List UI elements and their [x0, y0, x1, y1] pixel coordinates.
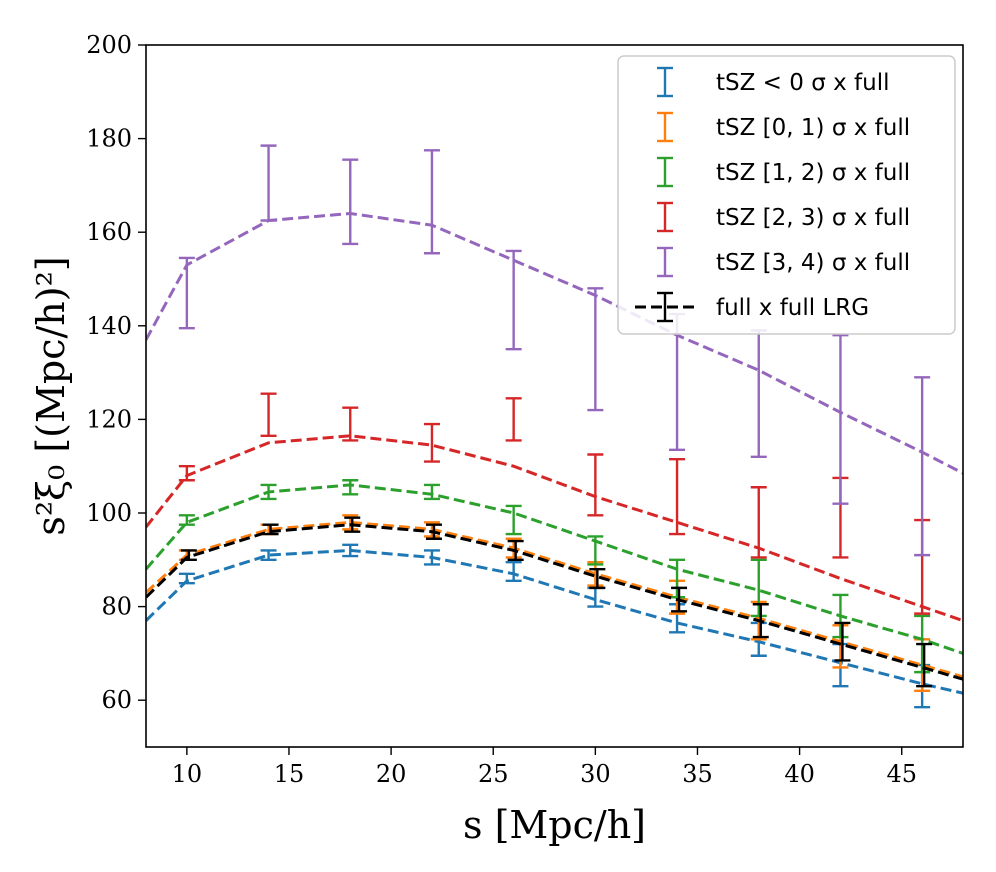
errorbar-full-x-full-lrg-22: [425, 523, 442, 540]
x-tick-label-10: 10: [172, 760, 203, 788]
x-tick-label-30: 30: [580, 760, 611, 788]
errorbar-tsz-3-4-x-full-42: [832, 333, 849, 505]
legend-box: [617, 55, 956, 335]
errorbar-tsz-1-2-x-full-42: [832, 593, 849, 639]
errorbar-full-x-full-lrg-18: [344, 516, 361, 533]
model-line-full-x-full-lrg: [146, 523, 963, 681]
y-tick-label-180: 180: [86, 125, 132, 153]
model-line-tsz-1-2-x-full: [146, 483, 963, 655]
y-tick-label-60: 60: [101, 686, 132, 714]
errorbar-tsz-0-x-full-10: [178, 572, 195, 585]
plot-area: [146, 144, 963, 709]
errorbar-full-x-full-lrg-34: [671, 586, 688, 613]
series-full-x-full-lrg: [146, 516, 963, 688]
errorbar-full-x-full-lrg-46: [916, 642, 933, 688]
y-tick-label-160: 160: [86, 218, 132, 246]
errorbar-full-x-full-lrg-42: [834, 621, 851, 662]
legend-item-tsz-0-1-x-full: tSZ [0, 1) σ x full: [657, 111, 910, 143]
legend-label-tsz-0-1-x-full: tSZ [0, 1) σ x full: [716, 115, 910, 141]
errorbar-tsz-3-4-x-full-38: [750, 329, 767, 459]
model-line-tsz-3-4-x-full: [146, 211, 963, 475]
y-tick-label-120: 120: [86, 405, 132, 433]
model-line-tsz-0-x-full: [146, 548, 963, 695]
legend-item-tsz-1-2-x-full: tSZ [1, 2) σ x full: [657, 156, 910, 188]
errorbar-full-x-full-lrg-38: [752, 603, 769, 639]
errorbar-tsz-3-4-x-full-18: [342, 158, 359, 246]
legend-label-tsz-2-3-x-full: tSZ [2, 3) σ x full: [716, 205, 910, 231]
x-axis-label: s [Mpc/h]: [463, 803, 646, 847]
errorbar-tsz-2-3-x-full-18: [342, 406, 359, 442]
legend: tSZ < 0 σ x full tSZ [0, 1) σ x full tSZ […: [617, 55, 956, 335]
x-tick-label-15: 15: [274, 760, 305, 788]
errorbar-tsz-1-2-x-full-10: [178, 514, 195, 526]
x-tick-label-40: 40: [784, 760, 815, 788]
errorbar-tsz-3-4-x-full-26: [505, 249, 522, 351]
errorbar-tsz-1-2-x-full-14: [260, 483, 277, 501]
errorbar-tsz-0-x-full-22: [423, 549, 440, 566]
legend-label-full-x-full-lrg: full x full LRG: [716, 295, 869, 321]
errorbar-tsz-0-x-full-18: [342, 543, 359, 558]
errorbar-tsz-1-2-x-full-22: [423, 483, 440, 501]
plot-frame: [145, 44, 964, 748]
errorbar-tsz-2-3-x-full-30: [587, 453, 604, 517]
errorbar-tsz-1-2-x-full-18: [342, 479, 359, 496]
y-tick-label-100: 100: [86, 499, 132, 527]
series-tsz-1-2-x-full: [146, 479, 963, 674]
errorbar-tsz-0-x-full-26: [505, 560, 522, 583]
errorbar-tsz-2-3-x-full-26: [505, 397, 522, 442]
errorbar-tsz-3-4-x-full-30: [587, 287, 604, 412]
errorbar-full-x-full-lrg-26: [507, 539, 524, 561]
errorbar-tsz-1-2-x-full-30: [587, 535, 604, 566]
legend-item-tsz-2-3-x-full: tSZ [2, 3) σ x full: [657, 201, 910, 233]
errorbar-tsz-3-4-x-full-10: [178, 256, 195, 330]
y-axis-label: s²ξ₀ [(Mpc/h)²]: [29, 256, 73, 535]
y-tick-label-200: 200: [86, 31, 132, 59]
y-tick-label-140: 140: [86, 312, 132, 340]
x-tick-label-35: 35: [682, 760, 713, 788]
errorbar-tsz-1-2-x-full-34: [669, 558, 686, 599]
legend-item-tsz-3-4-x-full: tSZ [3, 4) σ x full: [657, 246, 910, 278]
errorbar-tsz-3-4-x-full-22: [423, 149, 440, 255]
errorbar-full-x-full-lrg-14: [262, 523, 279, 536]
series-tsz-2-3-x-full: [146, 392, 963, 623]
legend-label-tsz-0-x-full: tSZ < 0 σ x full: [716, 70, 889, 96]
model-line-tsz-0-1-x-full: [146, 520, 963, 679]
errorbar-tsz-2-3-x-full-38: [750, 486, 767, 559]
legend-label-tsz-3-4-x-full: tSZ [3, 4) σ x full: [716, 250, 910, 276]
legend-label-tsz-1-2-x-full: tSZ [1, 2) σ x full: [716, 160, 910, 186]
errorbar-full-x-full-lrg-30: [589, 567, 606, 590]
errorbar-tsz-3-4-x-full-46: [914, 376, 931, 557]
y-tick-label-80: 80: [101, 593, 132, 621]
legend-item-full-x-full-lrg: full x full LRG: [635, 291, 869, 323]
x-tick-label-20: 20: [376, 760, 407, 788]
legend-item-tsz-0-x-full: tSZ < 0 σ x full: [657, 66, 889, 98]
errorbar-tsz-2-3-x-full-22: [423, 422, 440, 463]
errorbar-tsz-2-3-x-full-34: [669, 457, 686, 536]
errorbar-tsz-1-2-x-full-26: [505, 504, 522, 536]
x-tick-label-25: 25: [478, 760, 509, 788]
series-tsz-0-x-full: [146, 543, 963, 709]
errorbar-tsz-2-3-x-full-14: [260, 392, 277, 437]
errorbar-tsz-2-3-x-full-10: [178, 465, 195, 482]
errorbar-tsz-0-x-full-14: [260, 549, 277, 561]
x-tick-label-45: 45: [886, 760, 917, 788]
errorbar-tsz-3-4-x-full-14: [260, 144, 277, 222]
errorbar-full-x-full-lrg-10: [180, 549, 197, 561]
model-line-tsz-2-3-x-full: [146, 434, 963, 623]
series-tsz-3-4-x-full: [146, 144, 963, 557]
errorbar-tsz-1-2-x-full-38: [750, 558, 767, 618]
